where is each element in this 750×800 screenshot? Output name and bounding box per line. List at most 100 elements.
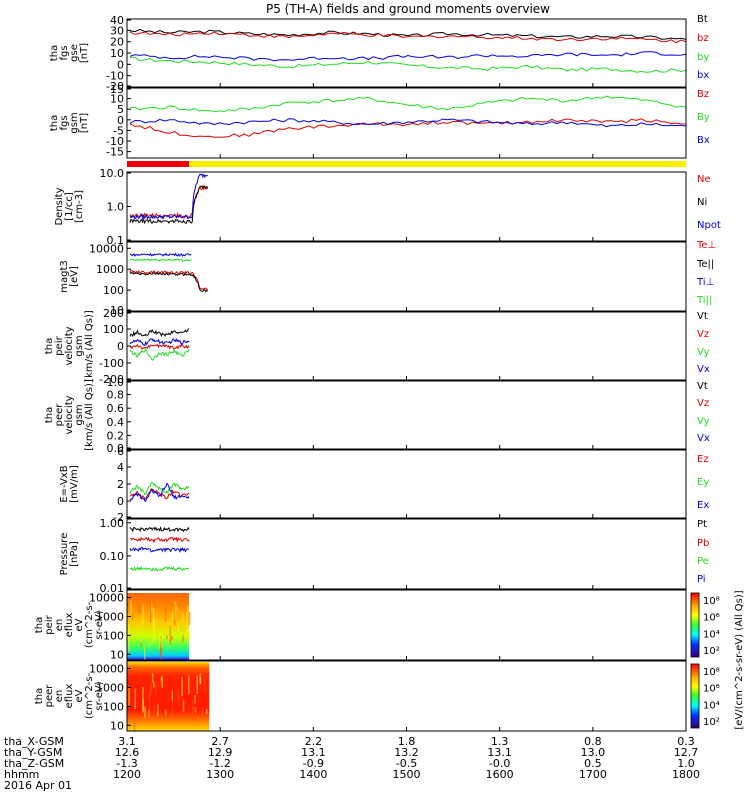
legend-Pi: Pi xyxy=(697,574,706,585)
y-axis-label: [cm-3] xyxy=(74,190,85,223)
x-row-value: -1.2 xyxy=(209,757,230,770)
panel-peir_velocity: 200 100 0 -100 -200 tha peir velocity gsm [km/s (… xyxy=(44,307,710,386)
y-axis-label: E=-VxB xyxy=(59,465,70,502)
y-tick-label: 10.0 xyxy=(100,167,125,180)
legend-Te⊥: Te⊥ xyxy=(696,240,716,251)
x-row-value: 1300 xyxy=(206,768,234,781)
series-line-fgs_gse-red xyxy=(129,31,687,44)
y-axis-label: Density xyxy=(54,187,65,225)
y-axis-label: tha xyxy=(34,617,45,633)
series-line-peir_velocity-red xyxy=(129,342,190,351)
y-tick-label: -10 xyxy=(106,135,124,148)
y-tick-label: 0 xyxy=(117,340,124,353)
panel-density: 10.0 1.0 0.1 Density [1/cc] [cm-3] Ne Ni Npot xyxy=(54,167,721,247)
y-tick-label: 5 xyxy=(117,103,124,116)
x-row-value: 2.7 xyxy=(211,735,229,748)
heatmap-streak xyxy=(165,709,167,716)
heatmap-streak xyxy=(177,689,180,706)
x-row-value: 1800 xyxy=(672,768,700,781)
y-axis-label: [km/s (All Qs)] xyxy=(84,310,95,382)
series-line-peir_velocity-green xyxy=(129,348,190,361)
legend-Npot: Npot xyxy=(697,220,721,231)
panel-frame xyxy=(126,171,687,242)
colorbar-tick-label: 10⁴ xyxy=(703,700,720,711)
y-axis-label: velocity xyxy=(64,326,75,365)
y-axis-label: tha xyxy=(44,338,55,354)
y-tick-label: 15 xyxy=(110,83,124,96)
heatmap-peer_eflux xyxy=(127,662,210,731)
x-row-value: -0.9 xyxy=(303,757,324,770)
heatmap-streak xyxy=(149,602,152,623)
y-axis-label: peer xyxy=(44,684,55,708)
x-row-value: -0.5 xyxy=(396,757,417,770)
panel-frame xyxy=(126,241,687,312)
heatmap-streak xyxy=(142,687,144,693)
heatmap-streak xyxy=(164,608,167,622)
heatmap-streak xyxy=(151,637,153,646)
y-tick-label: 200 xyxy=(103,307,124,320)
legend-Ez: Ez xyxy=(697,454,709,465)
y-tick-label: 1.0 xyxy=(107,376,125,389)
heatmap-streak xyxy=(161,675,163,689)
legend-Ti||: Ti|| xyxy=(696,295,712,306)
x-row-value: 1500 xyxy=(393,768,421,781)
y-tick-label: 30 xyxy=(110,24,124,37)
heatmap-streak xyxy=(187,606,189,617)
series-line-efield-blue xyxy=(129,482,190,502)
figure-title: P5 (TH-A) fields and ground moments over… xyxy=(266,2,550,16)
heatmap-streak xyxy=(181,676,183,697)
series-line-efield-red xyxy=(129,488,190,500)
legend-Pt: Pt xyxy=(697,519,707,530)
heatmap-streak xyxy=(201,708,204,718)
y-tick-label: 1000 xyxy=(96,610,124,623)
y-tick-label: 10000 xyxy=(89,592,124,605)
legend-Vt: Vt xyxy=(697,311,708,322)
heatmap-streak xyxy=(140,642,142,648)
legend-bx: bx xyxy=(697,70,709,81)
legend-Te||: Te|| xyxy=(696,259,714,270)
y-tick-label: 10 xyxy=(110,93,124,106)
x-row-value: 1.0 xyxy=(677,757,695,770)
y-tick-label: 0.6 xyxy=(107,402,125,415)
colorbar-gradient xyxy=(690,592,700,658)
heatmap-streak xyxy=(194,695,196,704)
panel-peir_eflux: 10⁸ 10⁶ 10⁴ 10² 10000 1000 100 10 tha peir en eflux… xyxy=(34,589,720,663)
colorbar-tick-label: 10⁶ xyxy=(703,613,720,624)
x-row-value: 2.2 xyxy=(305,735,323,748)
heatmap-streak xyxy=(142,699,145,713)
colorbar-gradient xyxy=(690,663,700,729)
legend-Ex: Ex xyxy=(697,500,709,511)
y-axis-label: [mV/m] xyxy=(69,465,80,503)
heatmap-streak xyxy=(166,635,168,640)
heatmap-streak xyxy=(171,700,174,718)
heatmap-streak xyxy=(157,704,159,717)
colorbar-peer_eflux: 10⁸ 10⁶ 10⁴ 10² xyxy=(690,663,720,729)
y-axis-label: eflux xyxy=(64,684,75,709)
x-row-value: 12.6 xyxy=(115,746,140,759)
y-tick-label: 10 xyxy=(110,47,124,60)
series-line-peir_velocity-black xyxy=(129,328,190,338)
y-axis-label: tha xyxy=(44,407,55,423)
heatmap-streak xyxy=(174,601,177,620)
heatmap-streak xyxy=(138,605,140,614)
series-line-density-blue xyxy=(129,173,208,221)
panel-frame xyxy=(126,449,687,519)
y-tick-label: 100 xyxy=(103,700,124,713)
status-bar-red xyxy=(127,161,190,167)
colorbar-peir_eflux: 10⁸ 10⁶ 10⁴ 10² xyxy=(690,592,720,658)
y-axis-label: sr-eV) xyxy=(94,681,105,710)
legend-by: by xyxy=(697,52,709,63)
series-line-density-black xyxy=(129,185,209,225)
colorbar-tick-label: 10⁴ xyxy=(703,629,720,640)
legend-Bx: Bx xyxy=(697,135,710,146)
y-axis-label: [nT] xyxy=(79,43,90,63)
y-axis-label: velocity xyxy=(64,395,75,434)
series-line-pressure-black xyxy=(129,526,190,533)
x-row-value: -0.0 xyxy=(489,757,510,770)
legend-By: By xyxy=(697,112,710,123)
y-axis-label: [1/cc] xyxy=(64,192,75,221)
y-tick-label: 1.00 xyxy=(100,517,125,530)
x-row-value: 13.1 xyxy=(487,746,512,759)
y-tick-label: -2 xyxy=(113,511,124,524)
x-row-label: hhmm xyxy=(4,768,39,781)
